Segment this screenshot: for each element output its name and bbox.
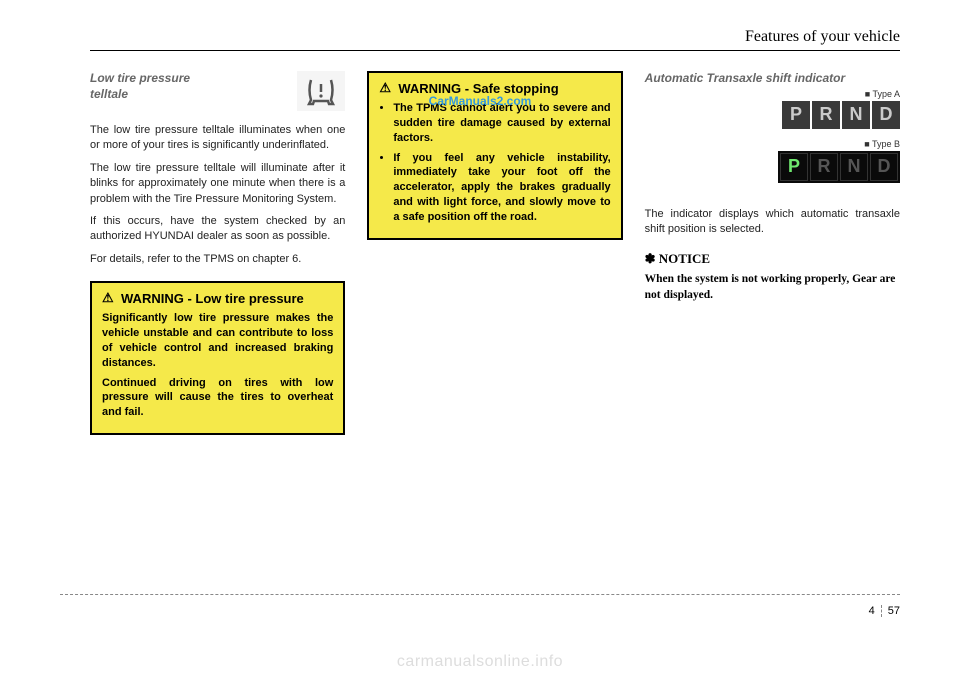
columns: Low tire pressuretelltale The low tire p… bbox=[90, 71, 900, 435]
shift-indicator-title: Automatic Transaxle shift indicator bbox=[645, 71, 900, 87]
watermark-bottom: carmanualsonline.info bbox=[397, 653, 563, 671]
page-content: Features of your vehicle CarManuals2.com… bbox=[0, 0, 960, 610]
shift-row-b: P R N D bbox=[778, 151, 900, 183]
warning-low-tire: ⚠ WARNING - Low tire pressure Significan… bbox=[90, 281, 345, 435]
page-num-value: 57 bbox=[888, 605, 900, 617]
watermark-top: CarManuals2.com bbox=[429, 94, 532, 108]
notice-head: ✽ NOTICE bbox=[645, 251, 900, 267]
column-3: Automatic Transaxle shift indicator ■ Ty… bbox=[645, 71, 900, 435]
tpms-icon bbox=[297, 71, 345, 111]
col3-p1: The indicator displays which automatic t… bbox=[645, 207, 900, 238]
shift-a-d: D bbox=[872, 101, 900, 129]
notice-body: When the system is not working properly,… bbox=[645, 271, 900, 303]
col1-p3: If this occurs, have the system checked … bbox=[90, 214, 345, 245]
low-tire-title: Low tire pressuretelltale bbox=[90, 71, 190, 102]
tpms-svg bbox=[305, 76, 337, 106]
section-number: 4 bbox=[869, 605, 882, 617]
warning-body-2: The TPMS cannot alert you to severe and … bbox=[379, 101, 610, 225]
col1-p1: The low tire pressure telltale illuminat… bbox=[90, 123, 345, 154]
page-header: Features of your vehicle bbox=[90, 28, 900, 51]
col1-p4: For details, refer to the TPMS on chapte… bbox=[90, 252, 345, 267]
warning1-p1: Significantly low tire pressure makes th… bbox=[102, 311, 333, 370]
warning-head-1: ⚠ WARNING - Low tire pressure bbox=[102, 291, 333, 306]
warning1-p2: Continued driving on tires with low pres… bbox=[102, 376, 333, 421]
type-b-label: ■ Type B bbox=[645, 139, 900, 149]
shift-b-r: R bbox=[810, 153, 838, 181]
column-2: ⚠ WARNING - Safe stopping The TPMS canno… bbox=[367, 71, 622, 435]
type-a-label: ■ Type A bbox=[645, 89, 900, 99]
shift-a-r: R bbox=[812, 101, 840, 129]
warning-label-1: WARNING bbox=[121, 291, 184, 306]
col1-p2: The low tire pressure telltale will illu… bbox=[90, 161, 345, 207]
shift-a-n: N bbox=[842, 101, 870, 129]
shift-b-n: N bbox=[840, 153, 868, 181]
warning2-li2: If you feel any vehicle instability, imm… bbox=[393, 151, 610, 225]
shift-b-p: P bbox=[780, 153, 808, 181]
warning-body-1: Significantly low tire pressure makes th… bbox=[102, 311, 333, 420]
page-footer: 4 57 bbox=[60, 594, 900, 619]
warning-subtitle-1: - Low tire pressure bbox=[187, 291, 303, 306]
shift-a-p: P bbox=[782, 101, 810, 129]
column-1: Low tire pressuretelltale The low tire p… bbox=[90, 71, 345, 435]
col1-header-row: Low tire pressuretelltale bbox=[90, 71, 345, 111]
warning-triangle-icon: ⚠ bbox=[102, 291, 116, 305]
shift-b-d: D bbox=[870, 153, 898, 181]
shift-row-a: P R N D bbox=[645, 101, 900, 129]
page-number: 4 57 bbox=[869, 605, 900, 617]
warning-triangle-icon: ⚠ bbox=[379, 81, 393, 95]
header-title: Features of your vehicle bbox=[745, 28, 900, 45]
